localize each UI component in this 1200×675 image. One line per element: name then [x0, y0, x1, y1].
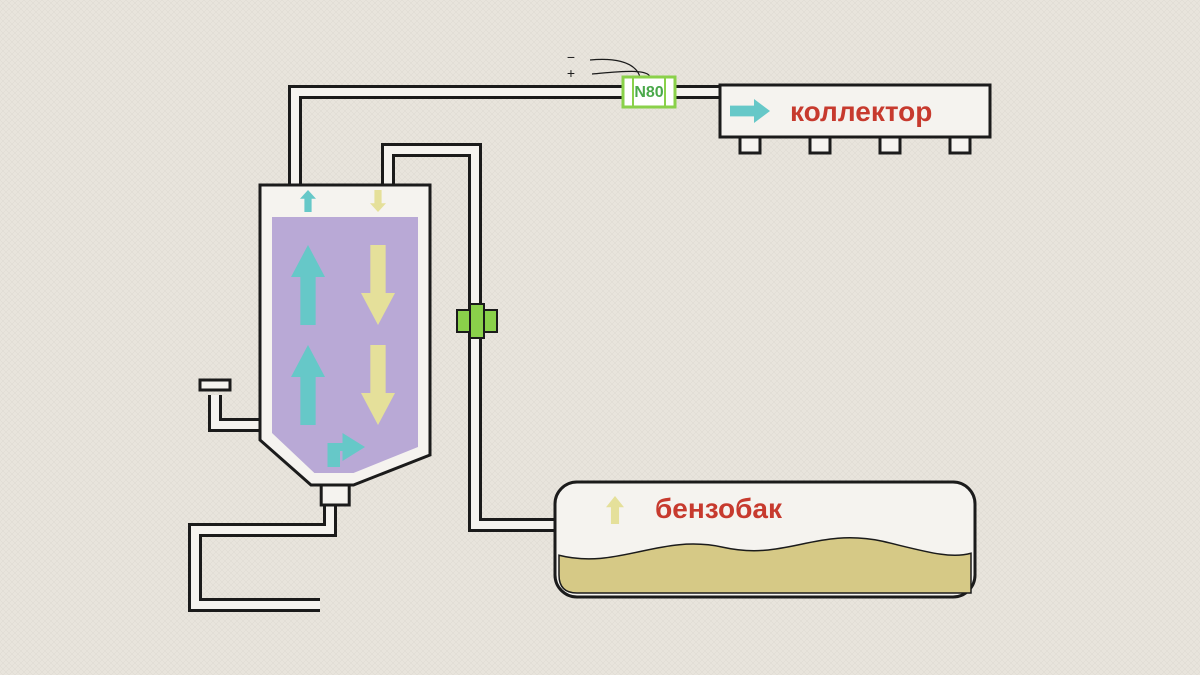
minus-sign: −: [567, 49, 575, 65]
plus-sign: +: [567, 65, 575, 81]
canister-outlet: [321, 485, 349, 505]
collector-port: [740, 137, 760, 153]
collector-port: [810, 137, 830, 153]
n80-label: N80: [634, 84, 663, 101]
collector-label: коллектор: [790, 96, 932, 127]
green-valve-stem: [470, 304, 484, 338]
collector-port: [880, 137, 900, 153]
filler-cap: [200, 380, 230, 390]
fueltank-label: бензобак: [655, 493, 783, 524]
collector-port: [950, 137, 970, 153]
